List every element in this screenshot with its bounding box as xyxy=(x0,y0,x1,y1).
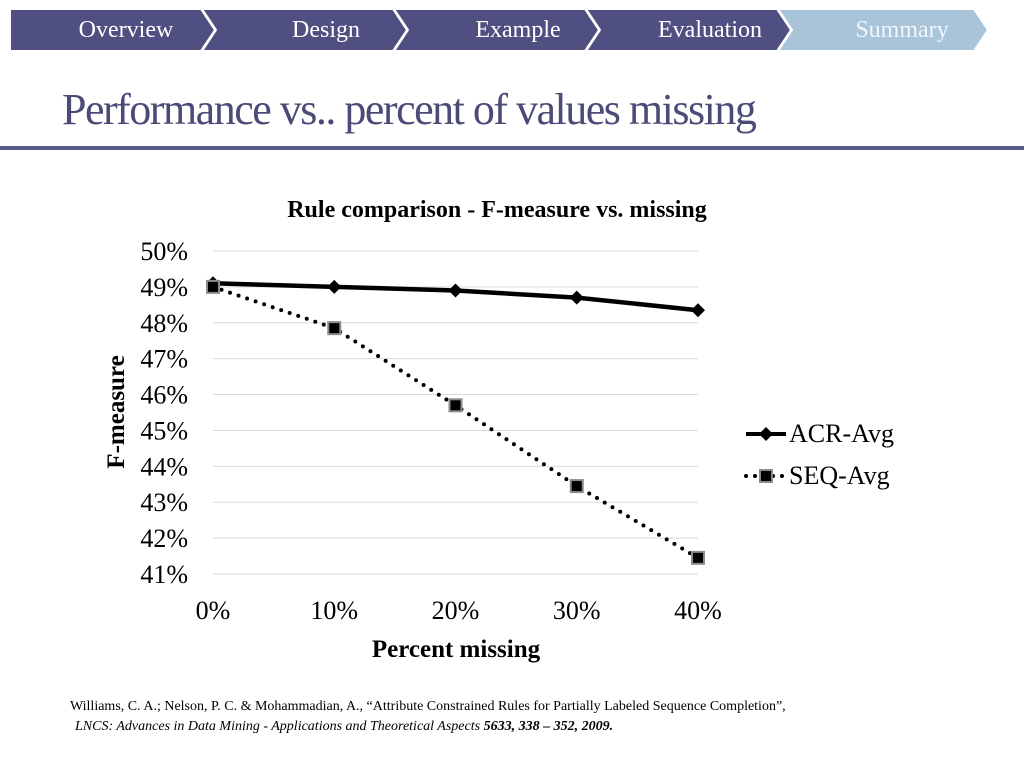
x-axis-label: Percent missing xyxy=(372,636,541,663)
section-navigation: Overview Design Example Evaluation Summary xyxy=(10,9,990,51)
y-tick-label: 46% xyxy=(140,381,188,410)
x-tick-label: 30% xyxy=(553,596,601,625)
legend-label: SEQ-Avg xyxy=(789,461,890,490)
citation-venue: LNCS: Advances in Data Mining - Applicat… xyxy=(75,719,481,734)
data-point xyxy=(327,279,342,294)
data-point xyxy=(759,427,773,441)
data-point xyxy=(691,303,705,318)
x-tick-label: 0% xyxy=(196,596,231,625)
tab-evaluation[interactable]: Evaluation xyxy=(584,9,793,51)
y-tick-label: 45% xyxy=(140,416,188,445)
tab-label: Evaluation xyxy=(658,17,762,43)
y-tick-label: 47% xyxy=(140,345,188,374)
data-point xyxy=(327,321,342,336)
x-tick-label: 20% xyxy=(432,596,480,625)
data-point xyxy=(691,550,705,565)
tab-summary[interactable]: Summary xyxy=(776,9,990,51)
citation-line-1: Williams, C. A.; Nelson, P. C. & Mohamma… xyxy=(70,699,786,714)
y-tick-label: 43% xyxy=(140,488,188,517)
tab-shape xyxy=(584,9,793,51)
y-tick-label: 50% xyxy=(140,237,188,266)
tab-label: Overview xyxy=(79,17,174,43)
data-point xyxy=(448,283,463,298)
tab-example[interactable]: Example xyxy=(392,9,601,51)
citation: Williams, C. A.; Nelson, P. C. & Mohamma… xyxy=(70,697,1010,737)
data-point xyxy=(759,469,773,483)
data-point xyxy=(448,398,463,413)
series-line xyxy=(211,284,700,560)
y-tick-label: 49% xyxy=(140,273,188,302)
tab-shape xyxy=(200,9,409,51)
data-point xyxy=(569,290,584,305)
x-tick-label: 40% xyxy=(674,596,722,625)
title-divider xyxy=(0,146,1024,150)
legend-label: ACR-Avg xyxy=(789,419,894,448)
legend-item: SEQ-Avg xyxy=(744,461,890,490)
tab-overview[interactable]: Overview xyxy=(10,9,217,51)
y-tick-label: 48% xyxy=(140,309,188,338)
slide-title: Performance vs.. percent of values missi… xyxy=(62,85,757,134)
x-tick-label: 10% xyxy=(310,596,358,625)
series-seq-avg xyxy=(206,279,705,565)
tab-label: Summary xyxy=(855,17,948,43)
tab-shape xyxy=(776,9,990,51)
y-tick-label: 42% xyxy=(140,524,188,553)
data-point xyxy=(206,279,220,294)
tab-label: Example xyxy=(475,17,560,43)
y-tick-label: 44% xyxy=(140,452,188,481)
legend-item: ACR-Avg xyxy=(746,419,894,448)
y-axis-label: F-measure xyxy=(103,355,130,468)
citation-volume: 5633, 338 – 352, 2009. xyxy=(483,719,614,734)
data-point xyxy=(569,479,584,494)
tab-shape xyxy=(392,9,601,51)
chart-title: Rule comparison - F-measure vs. missing xyxy=(287,197,707,223)
tab-design[interactable]: Design xyxy=(200,9,409,51)
tab-label: Design xyxy=(292,17,360,43)
line-chart: Rule comparison - F-measure vs. missing 4… xyxy=(103,197,894,663)
y-tick-label: 41% xyxy=(140,560,188,589)
